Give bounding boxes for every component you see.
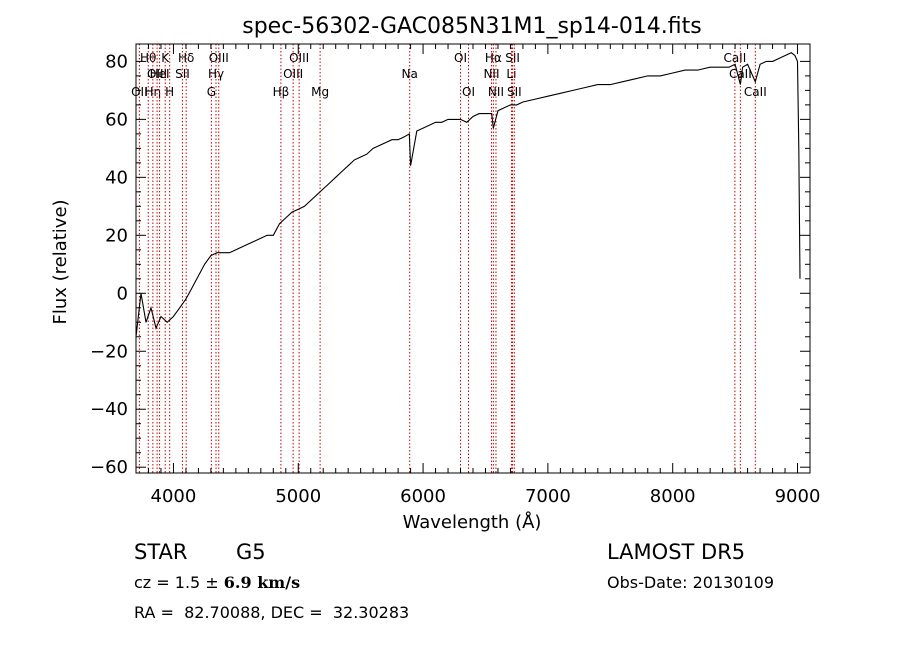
spectral-line-label: Mg — [311, 85, 329, 99]
object-class: STAR — [134, 540, 188, 564]
survey-label: LAMOST DR5 — [607, 540, 746, 564]
spectrum-series-line — [135, 52, 801, 337]
x-axis: 4000 5000 6000 7000 8000 9000 — [135, 44, 821, 507]
coordinates: RA = 82.70088, DEC = 32.30283 — [134, 603, 410, 622]
spectral-line-label: OIII — [289, 51, 309, 65]
y-tick-label: 80 — [105, 51, 128, 72]
y-tick-label: −40 — [90, 399, 128, 420]
emission-lines: OIIHθHηOIIIHeIKHSIIHδGHγOIIIHβOIIIOIIIMg… — [131, 44, 767, 473]
obs-date: Obs-Date: 20130109 — [607, 573, 775, 592]
y-tick-label: −20 — [90, 341, 128, 362]
x-tick-label: 7000 — [525, 486, 571, 507]
x-tick-label: 5000 — [275, 486, 321, 507]
spectral-line-label: G — [207, 85, 216, 99]
spectral-line-label: OIII — [209, 51, 229, 65]
spectral-line-label: CaII — [729, 67, 752, 81]
spectral-line-label: Na — [402, 67, 418, 81]
y-tick-label: 20 — [105, 225, 128, 246]
spectral-line-label: OIII — [147, 67, 167, 81]
spectral-subclass: G5 — [236, 540, 266, 564]
spectral-line-label: Hα — [485, 51, 502, 65]
spectral-line-label: Hθ — [140, 51, 156, 65]
spectral-line-label: NII — [483, 67, 499, 81]
spectral-line-label: NII — [488, 85, 504, 99]
spectral-line-label: H — [165, 85, 174, 99]
redshift-cz: cz = 1.5 ± 6.9 km/s — [134, 573, 300, 592]
y-tick-label: 0 — [117, 283, 128, 304]
spectral-line-label: OIII — [283, 67, 303, 81]
x-tick-label: 8000 — [650, 486, 696, 507]
spectral-line-label: Hγ — [208, 67, 224, 81]
cz-error: 6.9 — [223, 573, 252, 592]
chart-title: spec-56302-GAC085N31M1_sp14-014.fits — [242, 14, 702, 39]
spectral-line-label: CaII — [723, 51, 746, 65]
y-tick-label: −60 — [90, 457, 128, 478]
spectral-line-label: OI — [462, 85, 475, 99]
plot-frame — [135, 43, 811, 474]
spectral-line-label: K — [161, 51, 170, 65]
spectral-line-label: SII — [175, 67, 190, 81]
x-tick-label: 4000 — [151, 486, 197, 507]
spectral-line-label: OII — [131, 85, 148, 99]
x-tick-label: 6000 — [400, 486, 446, 507]
y-tick-label: 60 — [105, 109, 128, 130]
cz-unit: km/s — [251, 573, 301, 592]
y-axis: −60 −40 −20 0 20 40 60 80 — [90, 51, 810, 478]
spectral-line-label: HeI — [150, 67, 170, 81]
spectral-line-label: Hη — [145, 85, 162, 99]
spectral-line-label: OI — [454, 51, 467, 65]
spectral-line-label: SII — [507, 85, 522, 99]
y-axis-label: Flux (relative) — [50, 199, 71, 324]
spectral-line-label: SII — [505, 51, 520, 65]
spectral-line-label: Li — [506, 67, 516, 81]
x-tick-label: 9000 — [775, 486, 821, 507]
x-axis-label: Wavelength (Å) — [403, 511, 542, 533]
cz-prefix: cz = 1.5 ± — [134, 573, 224, 592]
spectral-line-label: Hβ — [273, 85, 290, 99]
y-tick-label: 40 — [105, 167, 128, 188]
spectral-line-label: CaII — [744, 85, 767, 99]
spectral-line-label: Hδ — [178, 51, 194, 65]
